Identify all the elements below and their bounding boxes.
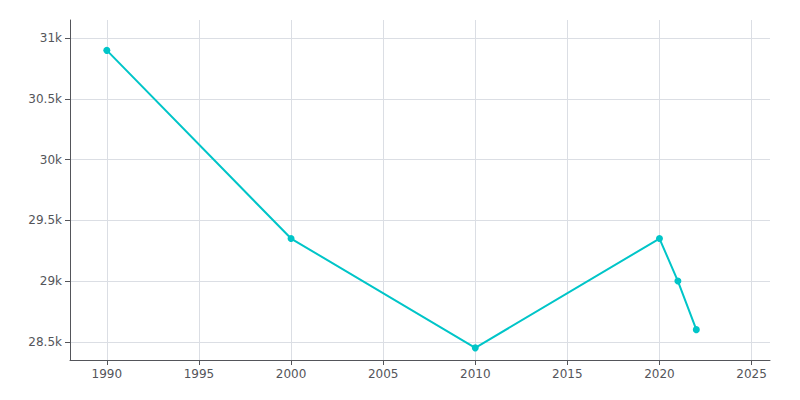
svg-text:2015: 2015 [552,367,583,381]
svg-text:30k: 30k [40,153,62,167]
svg-text:31k: 31k [40,31,62,45]
svg-text:2025: 2025 [736,367,767,381]
svg-text:28.5k: 28.5k [28,335,62,349]
svg-text:29k: 29k [40,274,62,288]
svg-text:2005: 2005 [368,367,399,381]
svg-text:2010: 2010 [460,367,491,381]
svg-text:2000: 2000 [276,367,307,381]
svg-text:1990: 1990 [92,367,123,381]
svg-text:29.5k: 29.5k [28,213,62,227]
svg-text:1995: 1995 [184,367,215,381]
svg-text:2020: 2020 [644,367,675,381]
svg-text:30.5k: 30.5k [28,92,62,106]
